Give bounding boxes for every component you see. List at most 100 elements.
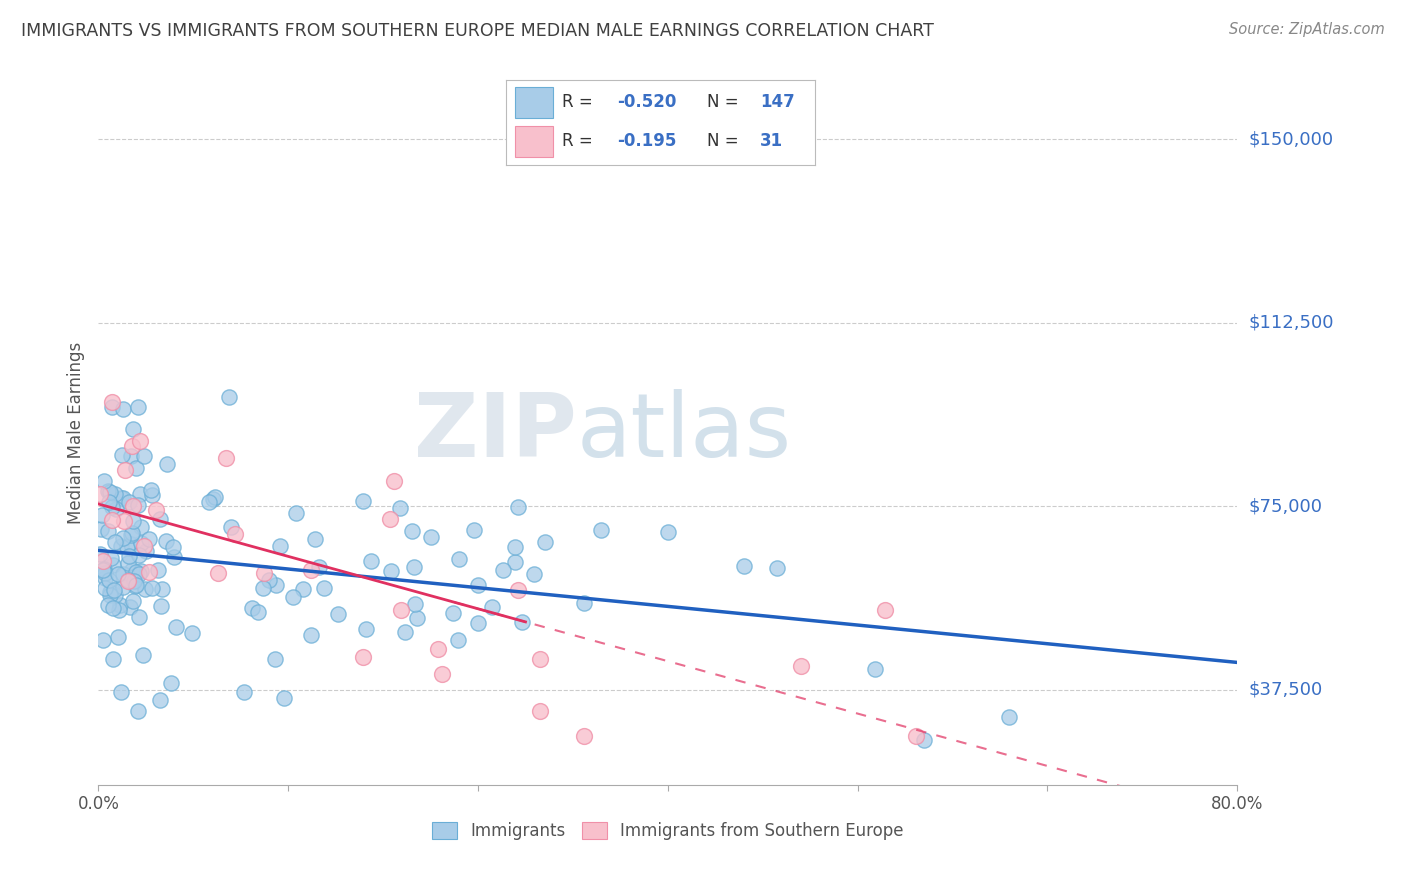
Point — [89, 547, 111, 561]
Point — [127, 400, 149, 414]
Point — [467, 616, 489, 631]
Point — [447, 633, 470, 648]
Point — [100, 550, 122, 565]
Text: $37,500: $37,500 — [1249, 681, 1323, 698]
Point — [533, 534, 555, 549]
Point — [572, 729, 595, 743]
Point — [165, 620, 187, 634]
Point — [91, 508, 114, 522]
Point — [122, 422, 145, 436]
Point — [128, 704, 150, 718]
Point — [998, 710, 1021, 724]
Point — [121, 563, 143, 577]
Point — [107, 567, 129, 582]
Point — [155, 533, 177, 548]
Point — [121, 593, 143, 607]
Point — [100, 395, 122, 409]
Point — [404, 597, 426, 611]
Text: $75,000: $75,000 — [1249, 497, 1323, 515]
Point — [112, 401, 135, 416]
Text: R =: R = — [562, 132, 598, 150]
Point — [378, 511, 401, 525]
Point — [354, 622, 377, 636]
Point — [382, 474, 405, 488]
Point — [138, 532, 160, 546]
Point — [510, 615, 533, 630]
Point — [129, 520, 152, 534]
Point — [264, 652, 287, 666]
Point — [389, 501, 412, 516]
Point — [506, 500, 529, 514]
Point — [273, 691, 295, 706]
Point — [94, 582, 117, 596]
Point — [101, 401, 124, 415]
Point — [352, 493, 374, 508]
Point — [120, 599, 142, 614]
Point — [125, 578, 148, 592]
Point — [110, 491, 132, 505]
Point — [114, 463, 136, 477]
Point — [112, 514, 135, 528]
Text: -0.195: -0.195 — [617, 132, 676, 150]
Point — [111, 566, 134, 581]
Point — [97, 495, 120, 509]
Point — [100, 582, 122, 597]
Text: $112,500: $112,500 — [1249, 313, 1334, 332]
Point — [129, 535, 152, 549]
Point — [122, 499, 145, 513]
Point — [308, 559, 330, 574]
Point — [481, 599, 503, 614]
Point — [449, 551, 471, 566]
Point — [420, 530, 443, 544]
Point — [125, 460, 148, 475]
Point — [94, 571, 117, 585]
Text: N =: N = — [707, 94, 744, 112]
Point — [128, 610, 150, 624]
Point — [107, 630, 129, 644]
Point — [149, 692, 172, 706]
Text: -0.520: -0.520 — [617, 94, 676, 112]
Point — [264, 578, 287, 592]
Point — [156, 457, 179, 471]
Point — [125, 565, 148, 579]
Point — [104, 588, 127, 602]
Point — [117, 574, 139, 588]
Point — [360, 554, 382, 568]
Point — [352, 649, 374, 664]
Point — [120, 449, 142, 463]
Point — [402, 559, 425, 574]
Point — [508, 583, 530, 598]
Point — [98, 484, 121, 499]
Point — [873, 603, 896, 617]
Point — [110, 539, 132, 553]
Point — [149, 511, 172, 525]
Point — [98, 585, 121, 599]
Point — [163, 549, 186, 564]
Point — [120, 537, 142, 551]
Point — [219, 519, 242, 533]
Point — [215, 450, 238, 465]
Text: 31: 31 — [759, 132, 783, 150]
Point — [312, 581, 335, 595]
Text: atlas: atlas — [576, 389, 792, 476]
Point — [389, 602, 412, 616]
Text: ZIP: ZIP — [413, 389, 576, 476]
Point — [115, 540, 138, 554]
Point — [98, 573, 121, 587]
Point — [141, 582, 163, 596]
Point — [145, 503, 167, 517]
Point — [905, 729, 928, 743]
Point — [326, 607, 349, 621]
Point — [118, 495, 141, 509]
Point — [134, 449, 156, 463]
Point — [503, 555, 526, 569]
Point — [198, 495, 221, 509]
Point — [162, 541, 184, 555]
Point — [127, 498, 149, 512]
Point — [94, 566, 117, 580]
Text: R =: R = — [562, 94, 598, 112]
Point — [111, 448, 134, 462]
Point — [401, 524, 423, 538]
Point — [463, 523, 485, 537]
Point — [93, 474, 115, 488]
